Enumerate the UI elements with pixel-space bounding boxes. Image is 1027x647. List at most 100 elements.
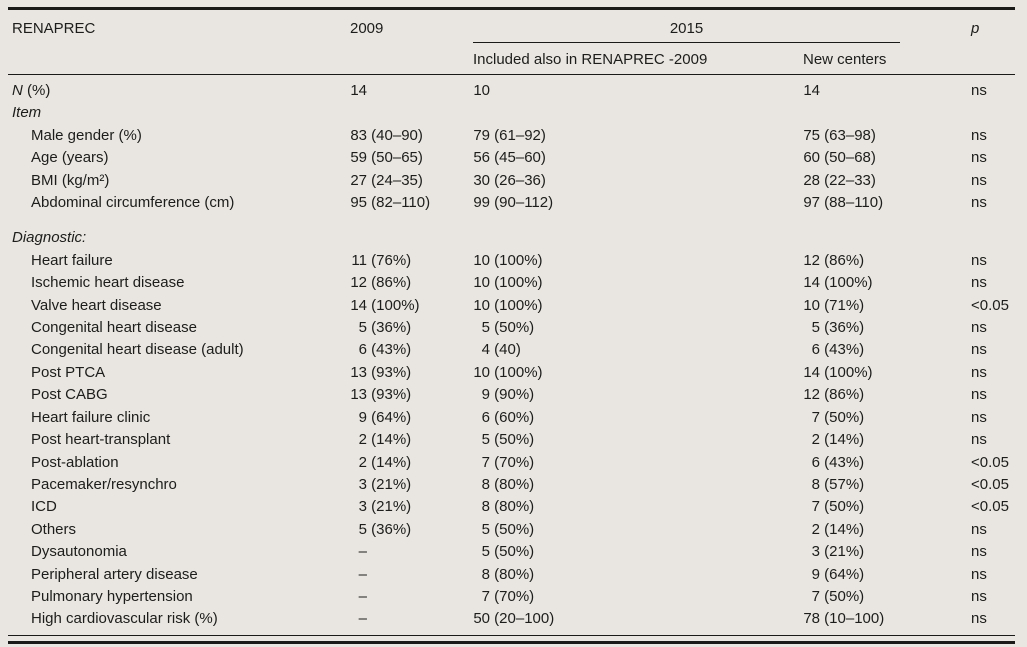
cell-new-centers: 6 (43%)	[811, 453, 865, 471]
row-label: Male gender (%)	[31, 126, 142, 144]
cell-new-centers: 8 (57%)	[811, 475, 865, 493]
table-row: Pulmonary hypertension – 7 (70%) 7 (50%) ns	[8, 586, 1015, 608]
section-row: Item	[8, 102, 1015, 124]
cell-2015-included: 4 (40)	[481, 341, 521, 359]
cell-p-value: ns	[971, 543, 987, 561]
cell-2015-included: 30 (26–36)	[473, 171, 546, 189]
cell-2009: 2 (14%)	[358, 431, 412, 449]
row-label: Valve heart disease	[31, 296, 162, 314]
cell-new-centers: 7 (50%)	[811, 498, 865, 516]
table-row: High cardiovascular risk (%) – 50 (20–100)…	[8, 608, 1015, 630]
column-header-new-centers: New centers	[803, 51, 887, 68]
cell-2009: 13 (93%)	[350, 363, 412, 381]
cell-2015-included: 5 (50%)	[481, 319, 535, 337]
cell-2015-included: 56 (45–60)	[473, 149, 546, 167]
table-row: Congenital heart disease (adult) 6 (43%) 4…	[8, 339, 1015, 361]
row-label: High cardiovascular risk (%)	[31, 610, 218, 628]
cell-2009: 5 (36%)	[358, 319, 412, 337]
table-row: Peripheral artery disease – 8 (80%) 9 (64%)…	[8, 564, 1015, 586]
cell-p-value: ns	[971, 386, 987, 404]
column-header-p: p	[971, 20, 980, 37]
cell-2015-included: 5 (50%)	[481, 431, 535, 449]
row-label: Post heart-transplant	[31, 431, 171, 449]
table-row: Abdominal circumference (cm) 95 (82–110) 9…	[8, 192, 1015, 214]
column-header-2015-group: 2015	[473, 10, 971, 43]
table-top-rule	[8, 7, 1015, 10]
cell-2009: 12 (86%)	[350, 274, 412, 292]
table-title: RENAPREC	[12, 20, 96, 37]
table-row: Post PTCA 13 (93%) 10 (100%) 14 (100%) ns	[8, 362, 1015, 384]
cell-2015-included: 10 (100%)	[473, 296, 543, 314]
cell-new-centers: 2 (14%)	[811, 520, 865, 538]
cell-2015-included: 6 (60%)	[481, 408, 535, 426]
cell-2015-included: 8 (80%)	[481, 498, 535, 516]
cell-new-centers: 14 (100%)	[803, 363, 873, 381]
cell-2009: –	[358, 543, 367, 561]
cell-p-value: <0.05	[971, 296, 1009, 314]
row-label: Age (years)	[31, 149, 109, 167]
cell-new-centers: 10 (71%)	[803, 296, 865, 314]
cell-2015-included: 5 (50%)	[481, 520, 535, 538]
cell-new-centers: 9 (64%)	[811, 565, 865, 583]
row-label: Dysautonomia	[31, 543, 127, 561]
cell-p-value: <0.05	[971, 475, 1009, 493]
table-row: BMI (kg/m²) 27 (24–35) 30 (26–36) 28 (22–33…	[8, 170, 1015, 192]
table-row: Congenital heart disease 5 (36%) 5 (50%) 5 …	[8, 317, 1015, 339]
cell-2009: –	[358, 565, 367, 583]
cell-p-value: ns	[971, 274, 987, 292]
cell-new-centers: 14	[803, 82, 820, 99]
table-body: N (%) 14 10 14 ns Item Male gender (%) 83 (40–9…	[8, 75, 1015, 636]
cell-new-centers: 7 (50%)	[811, 587, 865, 605]
cell-p-value: ns	[971, 319, 987, 337]
cell-new-centers: 14 (100%)	[803, 274, 873, 292]
cell-2009: 14 (100%)	[350, 296, 420, 314]
header-spacer	[971, 43, 1015, 74]
cell-p-value: ns	[971, 431, 987, 449]
row-label: Ischemic heart disease	[31, 274, 185, 292]
cell-2015-included: 7 (70%)	[481, 453, 535, 471]
table-row: Pacemaker/resynchro 3 (21%) 8 (80%) 8 (57%)…	[8, 474, 1015, 496]
column-header-2015: 2015	[473, 10, 900, 43]
row-label: Heart failure	[31, 251, 113, 269]
cell-new-centers: 12 (86%)	[803, 251, 865, 269]
cell-p-value: ns	[971, 126, 987, 144]
cell-2015-included: 8 (80%)	[481, 475, 535, 493]
cell-2009: 5 (36%)	[358, 520, 412, 538]
cell-new-centers: 28 (22–33)	[803, 171, 876, 189]
cell-2009: 2 (14%)	[358, 453, 412, 471]
header-spacer	[8, 43, 350, 74]
section-row: Diagnostic:	[8, 227, 1015, 249]
cell-2015-included: 10 (100%)	[473, 274, 543, 292]
row-label: BMI (kg/m²)	[31, 171, 110, 189]
row-label: Post PTCA	[31, 363, 106, 381]
table-row: Dysautonomia – 5 (50%) 3 (21%) ns	[8, 541, 1015, 563]
cell-new-centers: 97 (88–110)	[803, 194, 884, 212]
column-header-included-2009: Included also in RENAPREC -2009	[473, 51, 708, 68]
cell-2009	[350, 102, 473, 124]
cell-p-value: ns	[971, 194, 987, 212]
cell-2015-included: 10 (100%)	[473, 363, 543, 381]
cell-p-value: ns	[971, 341, 987, 359]
cell-2015-included: 79 (61–92)	[473, 126, 546, 144]
cell-new-centers	[803, 102, 971, 124]
table-row: Ischemic heart disease 12 (86%) 10 (100%) 1…	[8, 272, 1015, 294]
cell-2009: 14	[350, 82, 367, 99]
cell-new-centers: 2 (14%)	[811, 431, 865, 449]
cell-2009: –	[358, 610, 367, 628]
cell-2015-included: 5 (50%)	[481, 543, 535, 561]
row-label: Others	[31, 520, 77, 538]
cell-p-value: ns	[971, 363, 987, 381]
table-row: Valve heart disease 14 (100%) 10 (100%) 10 …	[8, 295, 1015, 317]
header-spacer	[350, 43, 473, 74]
table-header-row-2: Included also in RENAPREC -2009 New cent…	[8, 43, 1015, 75]
cell-2015-included	[473, 227, 803, 249]
table-row: ICD 3 (21%) 8 (80%) 7 (50%) <0.05	[8, 496, 1015, 518]
cell-2009: 11 (76%)	[351, 251, 412, 269]
cell-2015-included: 50 (20–100)	[473, 610, 555, 628]
table-row: Others 5 (36%) 5 (50%) 2 (14%) ns	[8, 519, 1015, 541]
cell-p-value: <0.05	[971, 498, 1009, 516]
cell-2009: 9 (64%)	[358, 408, 412, 426]
row-label: Abdominal circumference (cm)	[31, 194, 235, 212]
cell-2009: 95 (82–110)	[350, 194, 431, 212]
cell-p-value: ns	[971, 251, 987, 269]
